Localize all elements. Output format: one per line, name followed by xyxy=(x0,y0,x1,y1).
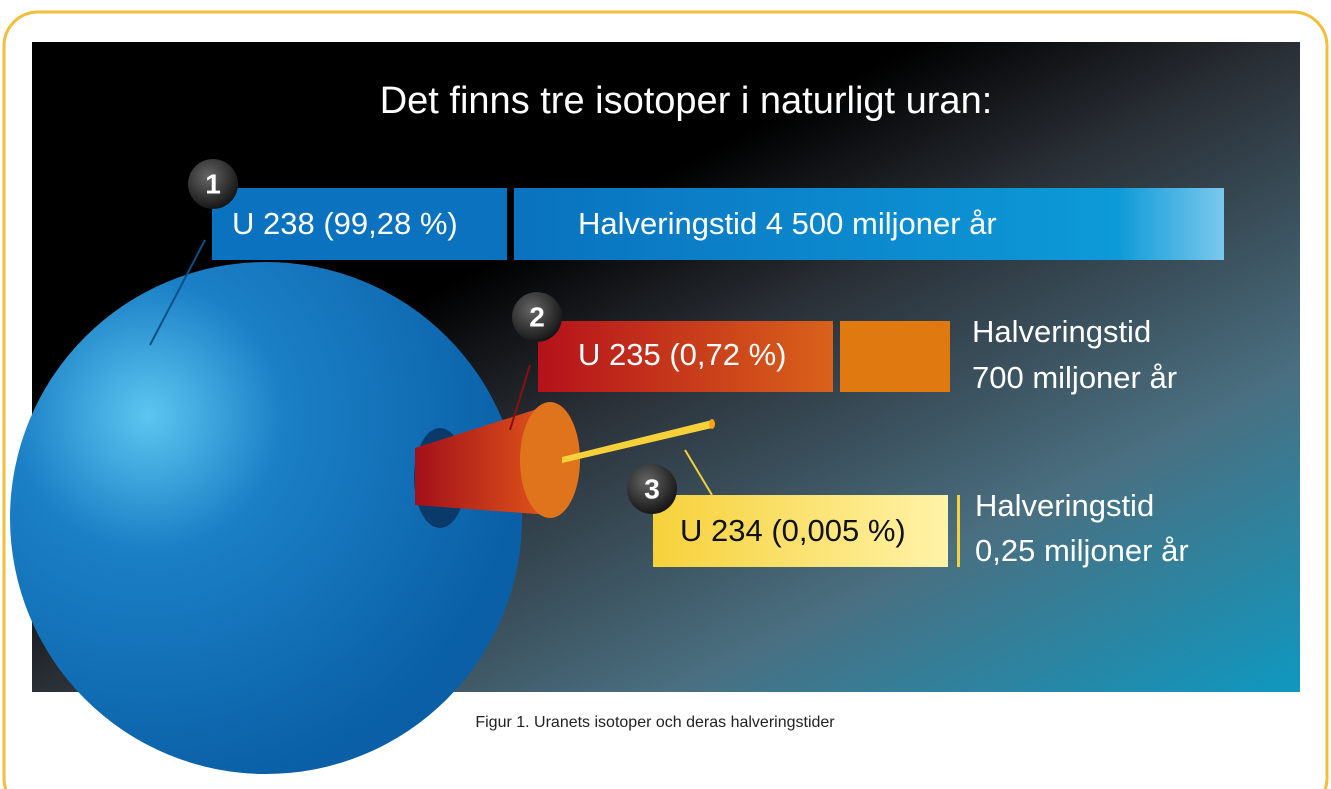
title: Det finns tre isotoper i naturligt uran: xyxy=(380,80,993,122)
isotope-label: U 235 (0,72 %) xyxy=(578,337,787,372)
figure: Det finns tre isotoper i naturligt uran:… xyxy=(0,0,1331,789)
half-life: 0,25 miljoner år xyxy=(975,533,1189,568)
half-life-box xyxy=(840,321,950,392)
half-life-box xyxy=(957,495,960,567)
half-life: 700 miljoner år xyxy=(972,360,1177,395)
cone-tip xyxy=(709,419,715,429)
half-life: Halveringstid xyxy=(975,488,1154,523)
isotope-label: U 238 (99,28 %) xyxy=(232,206,458,241)
page: Det finns tre isotoper i naturligt uran:… xyxy=(0,0,1331,789)
isotope-label: U 234 (0,005 %) xyxy=(680,513,906,548)
badge-number: 3 xyxy=(644,473,660,504)
badge-number: 2 xyxy=(529,301,545,332)
half-life: Halveringstid xyxy=(972,314,1151,349)
half-life: Halveringstid 4 500 miljoner år xyxy=(578,206,997,241)
badge-number: 1 xyxy=(205,168,221,199)
caption: Figur 1. Uranets isotoper och deras halv… xyxy=(475,714,835,731)
